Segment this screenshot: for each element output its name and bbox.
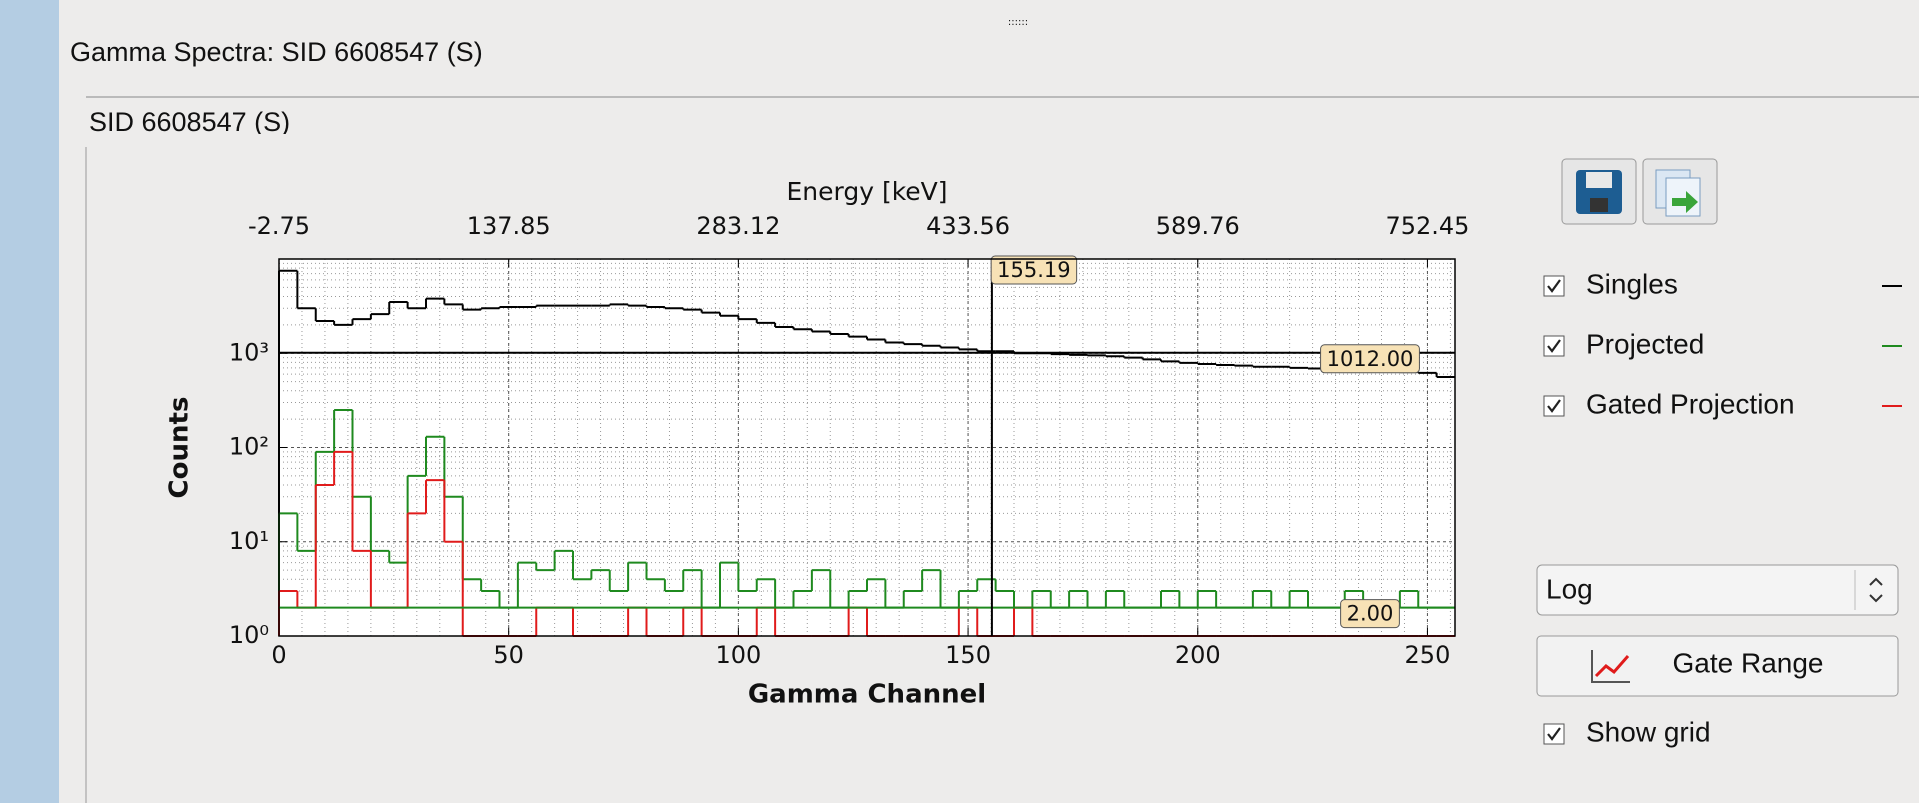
checkbox[interactable] <box>1543 275 1565 297</box>
x2-tick-label: 589.76 <box>1156 212 1240 240</box>
y-tick-label: 10⁰ <box>229 621 269 649</box>
floppy-shutter <box>1590 198 1608 212</box>
toggle-label: Projected <box>1586 328 1704 359</box>
marker-label: 155.19 <box>997 258 1070 282</box>
series-toggle[interactable]: Singles <box>1543 268 1902 299</box>
marker-label: 2.00 <box>1347 602 1394 626</box>
toggle-label: Show grid <box>1586 716 1711 747</box>
x-tick-label: 50 <box>493 641 524 669</box>
x2-axis-label: Energy [keV] <box>786 177 947 206</box>
checkbox[interactable] <box>1543 723 1565 745</box>
side-strip <box>0 0 59 803</box>
group-title: SID 6608547 (S) <box>89 107 290 137</box>
scale-select[interactable]: Log <box>1536 564 1899 616</box>
arrow-icon <box>1672 191 1698 213</box>
gate-range-button[interactable]: Gate Range <box>1536 635 1899 697</box>
y-tick-label: 10³ <box>229 338 269 366</box>
x-tick-label: 200 <box>1175 641 1221 669</box>
select-frame[interactable] <box>1536 564 1899 616</box>
panel-title: Gamma Spectra: SID 6608547 (S) <box>70 37 483 67</box>
x2-tick-label: -2.75 <box>248 212 310 240</box>
show-grid-toggle[interactable]: Show grid <box>1543 716 1711 747</box>
chart-icon-line <box>1594 655 1630 678</box>
x2-tick-label: 137.85 <box>467 212 551 240</box>
button-label: Gate Range <box>1673 647 1824 678</box>
select-arrows <box>1869 577 1883 603</box>
chart-icon-axes <box>1591 650 1630 683</box>
toggle-label: Singles <box>1586 268 1678 299</box>
x2-tick-label: 283.12 <box>696 212 780 240</box>
y-tick-label: 10¹ <box>229 527 269 555</box>
marker-label-box <box>1340 599 1400 629</box>
splitter-handle[interactable]: :::::: <box>1008 17 1028 28</box>
save-button[interactable] <box>1561 158 1637 225</box>
group-clip: SID 6608547 (S) <box>89 107 290 137</box>
checkbox[interactable] <box>1543 335 1565 357</box>
y-axis-label: Counts <box>165 397 195 499</box>
check-mark <box>1547 339 1561 353</box>
page-icon <box>1665 177 1701 217</box>
toggle-label: Gated Projection <box>1586 388 1795 419</box>
x-tick-label: 250 <box>1405 641 1451 669</box>
select-value: Log <box>1546 573 1593 604</box>
marker-label-box <box>990 255 1078 285</box>
check-mark <box>1547 727 1561 741</box>
x-tick-label: 100 <box>715 641 761 669</box>
x-axis-label: Gamma Channel <box>748 680 986 710</box>
check-mark <box>1547 399 1561 413</box>
check-mark <box>1547 279 1561 293</box>
y-tick-label: 10² <box>229 433 269 461</box>
marker-label: 1012.00 <box>1327 347 1414 371</box>
x-tick-label: 0 <box>271 641 286 669</box>
checkbox[interactable] <box>1543 395 1565 417</box>
marker-label-box <box>1320 344 1420 374</box>
series-toggles: Singles Projected Gated Projection <box>1543 268 1902 419</box>
series-toggle[interactable]: Projected <box>1543 328 1902 359</box>
floppy-label <box>1586 172 1612 188</box>
x2-tick-label: 752.45 <box>1385 212 1469 240</box>
x-tick-label: 150 <box>945 641 991 669</box>
export-button[interactable] <box>1642 158 1718 225</box>
series-toggle[interactable]: Gated Projection <box>1543 388 1902 419</box>
x2-tick-label: 433.56 <box>926 212 1010 240</box>
plot-frame <box>278 258 1456 637</box>
chart: 0 50 100 150 200 250 -2.75 137.85 283.12 433.56 58… <box>165 177 1470 710</box>
